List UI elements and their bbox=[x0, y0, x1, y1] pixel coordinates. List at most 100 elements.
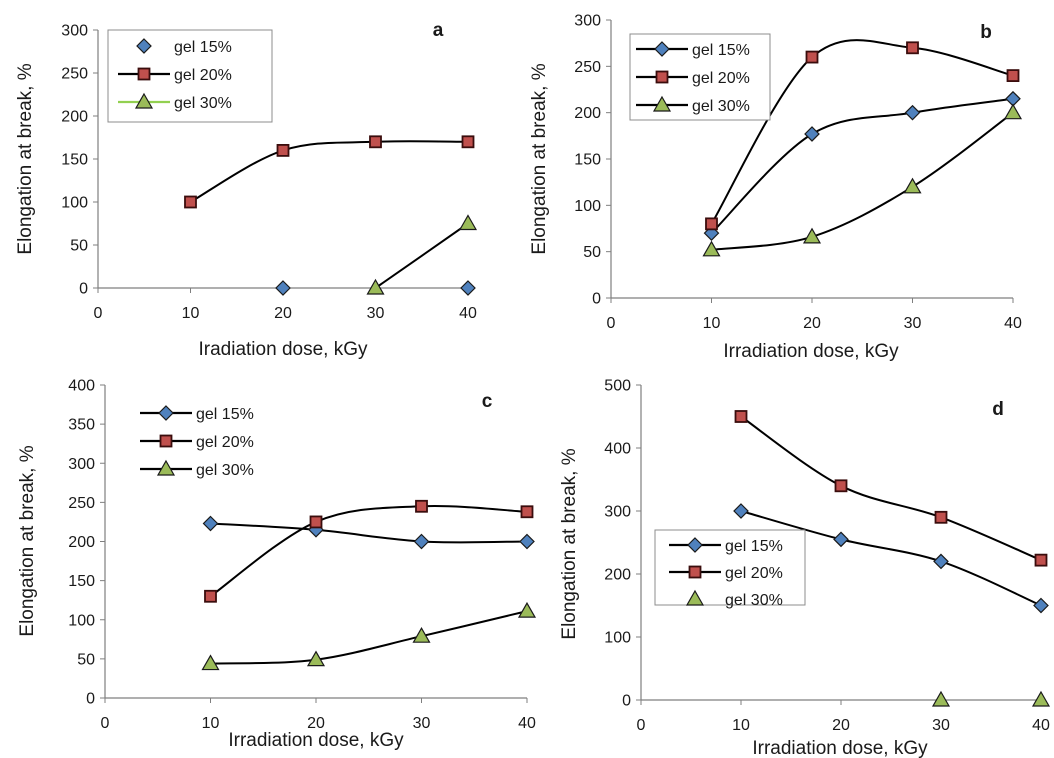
data-point bbox=[413, 533, 430, 550]
legend-label: gel 20% bbox=[174, 67, 232, 84]
data-point bbox=[934, 510, 948, 524]
x-tick-label: 30 bbox=[904, 315, 922, 332]
y-tick-label: 400 bbox=[604, 441, 631, 458]
y-axis-title: Elongation at break, % bbox=[529, 63, 550, 254]
chart-panel-c: 0 50 100 150 200 250 300 350 400 0 10 20 30 40 Irradia… bbox=[17, 378, 537, 751]
x-tick-label: 10 bbox=[732, 717, 750, 734]
data-point bbox=[520, 505, 534, 519]
x-axis-title: Iradiation dose, kGy bbox=[199, 339, 368, 360]
y-tick-label: 300 bbox=[604, 504, 631, 521]
legend-marker bbox=[655, 70, 669, 84]
y-tick-label: 300 bbox=[574, 13, 601, 30]
x-tick-label: 30 bbox=[413, 715, 431, 732]
y-tick-label: 150 bbox=[61, 152, 88, 169]
legend-marker bbox=[685, 589, 705, 606]
y-axis-title: Elongation at break, % bbox=[559, 448, 580, 639]
x-tick-label: 10 bbox=[703, 315, 721, 332]
legend-marker bbox=[159, 434, 173, 448]
data-point bbox=[906, 41, 919, 55]
legend-label: gel 30% bbox=[692, 98, 750, 115]
data-point bbox=[802, 227, 822, 244]
x-axis-title: Irradiation dose, kGy bbox=[723, 341, 899, 362]
y-tick-label: 200 bbox=[68, 534, 95, 551]
panel-label: b bbox=[980, 22, 992, 43]
data-point bbox=[1031, 690, 1051, 707]
series-line-gel20 bbox=[710, 39, 1014, 225]
y-tick-label: 50 bbox=[77, 651, 95, 668]
panel-label: c bbox=[482, 391, 493, 412]
data-point bbox=[1034, 553, 1048, 567]
y-tick-label: 0 bbox=[622, 693, 631, 710]
data-point bbox=[933, 553, 949, 570]
data-point bbox=[201, 654, 220, 671]
legend-label: gel 15% bbox=[725, 538, 783, 555]
legend-box bbox=[654, 529, 806, 606]
data-point bbox=[904, 104, 921, 121]
data-point bbox=[734, 410, 748, 423]
x-tick-label: 0 bbox=[637, 717, 646, 734]
y-tick-label: 100 bbox=[61, 195, 88, 212]
legend-label: gel 15% bbox=[174, 39, 232, 56]
data-point bbox=[804, 126, 820, 142]
legend: gel 15% gel 20% gel 30% bbox=[654, 529, 806, 609]
legend-marker bbox=[156, 459, 176, 476]
data-point bbox=[1006, 69, 1020, 82]
x-tick-label: 20 bbox=[274, 305, 292, 322]
x-tick-label: 0 bbox=[101, 715, 110, 732]
x-tick-label: 0 bbox=[94, 305, 103, 322]
data-point bbox=[458, 214, 478, 231]
series-line-gel15 bbox=[710, 97, 1014, 234]
data-point bbox=[369, 135, 382, 149]
x-tick-label: 30 bbox=[932, 717, 950, 734]
legend-marker bbox=[137, 67, 151, 81]
y-tick-label: 50 bbox=[70, 238, 88, 255]
x-tick-label: 0 bbox=[607, 315, 616, 332]
panel-label: d bbox=[992, 399, 1004, 420]
chart-panel-a: 0 50 100 150 200 250 300 0 10 20 30 40 Iradiation do… bbox=[15, 20, 478, 360]
legend: gel 15% gel 20% gel 30% bbox=[629, 33, 771, 121]
y-tick-label: 400 bbox=[68, 378, 95, 395]
data-point bbox=[366, 278, 385, 295]
x-tick-label: 40 bbox=[459, 305, 477, 322]
legend-marker bbox=[654, 41, 670, 57]
chart-panel-d: 0 100 200 300 400 500 0 10 20 30 40 Irradiation dos… bbox=[559, 378, 1051, 758]
y-tick-label: 250 bbox=[61, 66, 88, 83]
x-tick-label: 40 bbox=[1004, 315, 1022, 332]
data-point bbox=[309, 515, 323, 529]
legend-label: gel 30% bbox=[196, 462, 254, 479]
data-point bbox=[184, 195, 197, 209]
y-tick-label: 250 bbox=[68, 495, 95, 512]
legend-marker bbox=[134, 92, 154, 109]
y-tick-label: 250 bbox=[574, 59, 601, 76]
data-point bbox=[415, 499, 428, 513]
legend: gel 15% gel 20% gel 30% bbox=[107, 29, 273, 123]
x-tick-label: 40 bbox=[1032, 717, 1050, 734]
y-tick-label: 150 bbox=[574, 152, 601, 169]
y-tick-label: 100 bbox=[574, 198, 601, 215]
y-axis-title: Elongation at break, % bbox=[15, 63, 36, 254]
x-tick-label: 30 bbox=[367, 305, 385, 322]
data-point bbox=[517, 601, 537, 618]
y-tick-label: 300 bbox=[61, 23, 88, 40]
data-point bbox=[833, 531, 849, 548]
data-point bbox=[461, 135, 475, 149]
series-line-gel20 bbox=[740, 415, 1042, 562]
x-tick-label: 20 bbox=[307, 715, 325, 732]
legend: gel 15% gel 20% gel 30% bbox=[140, 405, 254, 479]
data-point bbox=[460, 280, 476, 296]
x-tick-label: 10 bbox=[182, 305, 200, 322]
legend-label: gel 20% bbox=[725, 565, 783, 582]
legend-box bbox=[107, 29, 273, 123]
legend-label: gel 20% bbox=[196, 434, 254, 451]
series-line-gel30 bbox=[210, 610, 528, 665]
legend-marker bbox=[652, 95, 672, 112]
legend-label: gel 15% bbox=[196, 406, 254, 423]
legend-marker bbox=[158, 405, 174, 421]
series-line-gel15 bbox=[740, 510, 1042, 607]
data-point bbox=[275, 280, 291, 296]
x-axis-title: Irradiation dose, kGy bbox=[752, 738, 928, 758]
y-tick-label: 300 bbox=[68, 456, 95, 473]
series-line-gel30 bbox=[374, 222, 469, 289]
data-point bbox=[202, 515, 219, 532]
